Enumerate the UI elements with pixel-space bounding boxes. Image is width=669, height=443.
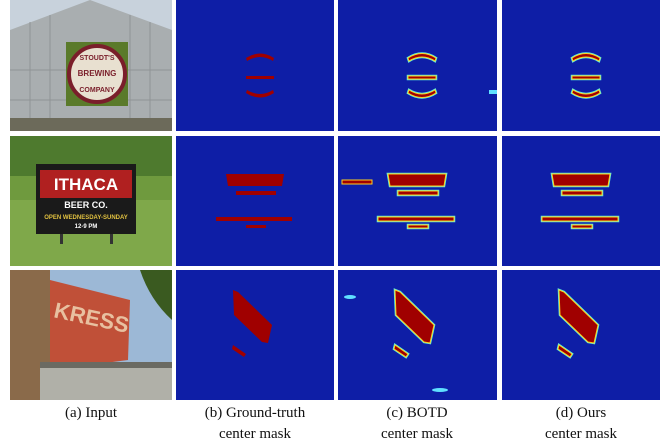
sign-text: STOUDT'S <box>80 55 115 62</box>
input-image: ITHACA BEER CO. OPEN WEDNESDAY-SUNDAY 12… <box>10 136 172 266</box>
sign-text: BREWING <box>78 69 117 78</box>
ours-mask <box>502 0 660 131</box>
sign-text: COMPANY <box>79 87 115 94</box>
caption: (a) Input <box>65 405 118 421</box>
caption: center mask <box>381 426 454 442</box>
sign-text: ITHACA <box>54 175 118 194</box>
gt-mask <box>176 0 334 131</box>
ours-mask <box>502 136 660 266</box>
caption: (c) BOTD <box>386 405 447 421</box>
input-image: STOUDT'S BREWING COMPANY <box>10 0 172 131</box>
botd-mask <box>338 136 497 266</box>
sign-text: 12-9 PM <box>75 224 98 230</box>
caption: center mask <box>545 426 618 442</box>
caption: center mask <box>219 426 292 442</box>
botd-mask <box>338 270 497 400</box>
figure: STOUDT'S BREWING COMPANY ITHACA BEER CO.… <box>0 0 669 443</box>
sign-text: BEER CO. <box>64 200 108 210</box>
ours-mask <box>502 270 660 400</box>
botd-mask <box>338 0 497 131</box>
sign-text: OPEN WEDNESDAY-SUNDAY <box>44 215 128 221</box>
gt-mask <box>176 136 334 266</box>
caption: (d) Ours <box>556 405 607 421</box>
gt-mask <box>176 270 334 400</box>
input-image: KRESS <box>10 270 172 400</box>
caption: (b) Ground-truth <box>205 405 306 421</box>
